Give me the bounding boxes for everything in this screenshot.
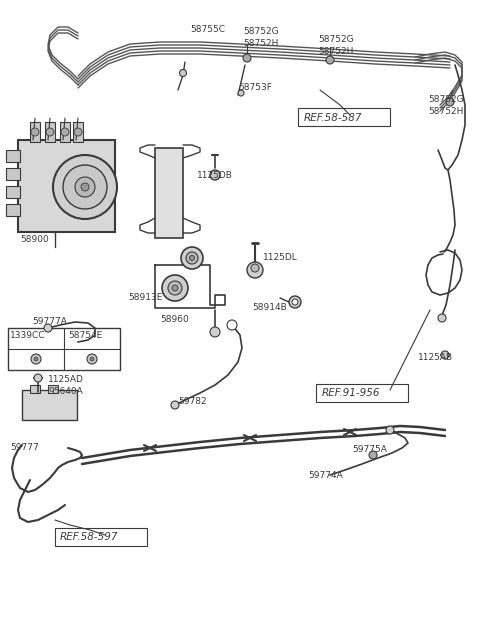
Circle shape — [168, 281, 182, 295]
Circle shape — [441, 351, 449, 359]
Text: 58752H: 58752H — [243, 38, 278, 48]
Circle shape — [438, 314, 446, 322]
Text: 58752G: 58752G — [428, 96, 464, 104]
Circle shape — [326, 56, 334, 64]
Circle shape — [44, 324, 52, 332]
Circle shape — [53, 155, 117, 219]
Circle shape — [186, 252, 198, 264]
Bar — [6, 204, 20, 216]
Circle shape — [251, 264, 259, 272]
Bar — [18, 140, 115, 232]
Text: 58755C: 58755C — [190, 25, 225, 34]
Text: 1339CC: 1339CC — [10, 331, 46, 340]
Bar — [22, 390, 77, 420]
Text: 59777: 59777 — [10, 443, 39, 452]
Bar — [55, 528, 147, 546]
Circle shape — [210, 170, 220, 180]
Text: 1125DL: 1125DL — [263, 254, 298, 262]
Text: 58914B: 58914B — [252, 303, 287, 313]
Circle shape — [227, 320, 237, 330]
Circle shape — [81, 183, 89, 191]
Circle shape — [63, 165, 107, 209]
Text: 1125AD: 1125AD — [48, 375, 84, 385]
Bar — [30, 122, 40, 142]
Circle shape — [34, 374, 42, 382]
Text: 58960: 58960 — [160, 315, 189, 324]
Circle shape — [247, 262, 263, 278]
Bar — [155, 148, 183, 238]
Circle shape — [180, 69, 187, 76]
Bar — [30, 385, 40, 393]
Text: REF.91-956: REF.91-956 — [322, 388, 381, 398]
Text: 1125DB: 1125DB — [197, 171, 233, 180]
Circle shape — [46, 128, 54, 136]
Bar — [298, 108, 390, 126]
Circle shape — [210, 327, 220, 337]
Text: 58752G: 58752G — [318, 36, 354, 45]
Circle shape — [162, 275, 188, 301]
Bar — [6, 150, 20, 162]
Text: 58900: 58900 — [20, 236, 49, 245]
Circle shape — [386, 426, 394, 434]
Text: REF.58-597: REF.58-597 — [60, 532, 119, 542]
Text: 59774A: 59774A — [308, 471, 343, 480]
Text: 58752H: 58752H — [318, 47, 353, 55]
Circle shape — [61, 128, 69, 136]
Circle shape — [181, 247, 203, 269]
Circle shape — [31, 354, 41, 364]
Circle shape — [74, 128, 82, 136]
Bar — [60, 122, 70, 142]
Bar — [48, 385, 58, 393]
Text: 59782: 59782 — [178, 397, 206, 406]
Circle shape — [90, 357, 94, 361]
Circle shape — [75, 177, 95, 197]
Text: 59777A: 59777A — [32, 317, 67, 327]
Bar — [6, 186, 20, 198]
Text: 1125AB: 1125AB — [418, 352, 453, 362]
Circle shape — [369, 451, 377, 459]
Circle shape — [292, 299, 298, 305]
Text: 59775A: 59775A — [352, 445, 387, 455]
Circle shape — [172, 285, 178, 291]
Circle shape — [87, 354, 97, 364]
Text: 58754E: 58754E — [68, 331, 102, 340]
Text: 58753F: 58753F — [238, 83, 272, 92]
Circle shape — [190, 255, 194, 261]
Bar — [316, 384, 408, 402]
Bar — [6, 168, 20, 180]
Circle shape — [31, 128, 39, 136]
Circle shape — [238, 90, 244, 96]
Circle shape — [34, 357, 38, 361]
Bar — [73, 122, 83, 142]
Bar — [45, 122, 55, 142]
Circle shape — [446, 98, 454, 106]
Text: 58752H: 58752H — [428, 106, 463, 115]
Circle shape — [171, 401, 179, 409]
Circle shape — [289, 296, 301, 308]
Bar — [8, 328, 120, 370]
Circle shape — [243, 54, 251, 62]
Text: 95640A: 95640A — [48, 387, 83, 396]
Text: 58752G: 58752G — [243, 27, 278, 36]
Text: 58913E: 58913E — [128, 294, 162, 303]
Text: REF.58-587: REF.58-587 — [304, 113, 362, 123]
